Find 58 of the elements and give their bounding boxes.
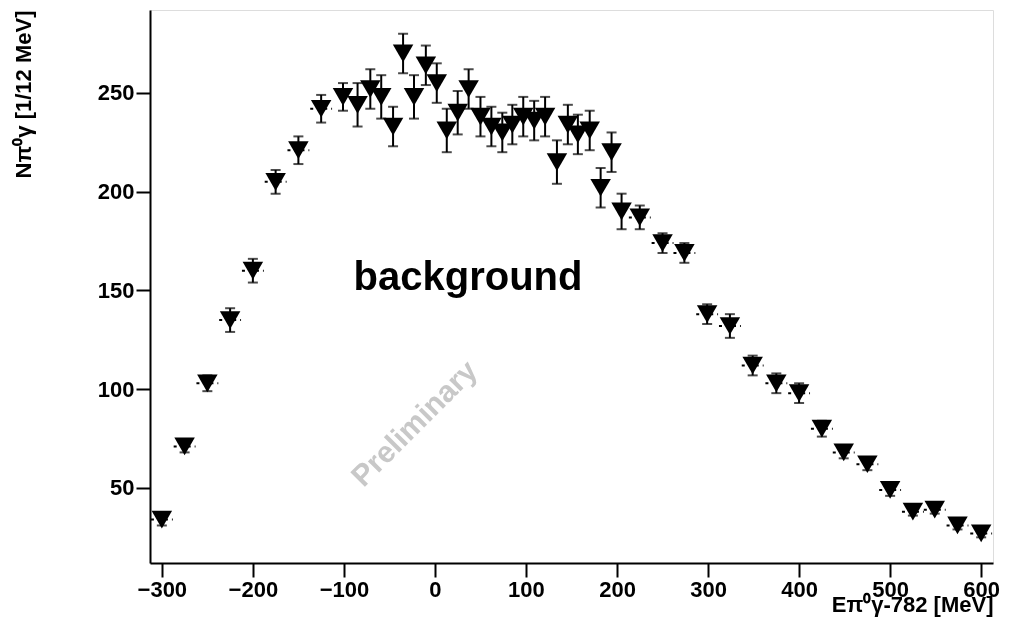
- point: [174, 437, 195, 456]
- point: [719, 317, 741, 335]
- point: [360, 80, 381, 98]
- point: [879, 481, 901, 499]
- x-tick-label: −100: [319, 576, 370, 602]
- point: [833, 443, 854, 462]
- point: [601, 143, 622, 162]
- point: [151, 510, 173, 529]
- y-axis-title: Nπ⁰γ [1/12 MeV]: [10, 10, 36, 179]
- x-tick-label: 300: [690, 576, 727, 602]
- annotation: background: [353, 254, 583, 298]
- point: [788, 384, 810, 403]
- point: [392, 44, 414, 63]
- point: [219, 311, 241, 329]
- point: [288, 141, 309, 160]
- point: [696, 305, 718, 324]
- point: [970, 524, 992, 543]
- point: [197, 374, 218, 393]
- x-tick-label: −300: [137, 576, 188, 602]
- point: [502, 115, 523, 134]
- point: [436, 121, 458, 140]
- point: [332, 88, 354, 106]
- x-tick-label: 0: [429, 576, 442, 602]
- point: [857, 455, 878, 474]
- point: [947, 516, 968, 535]
- point: [534, 107, 556, 126]
- x-tick-label: −200: [228, 576, 279, 602]
- point: [447, 103, 468, 122]
- point: [766, 374, 787, 393]
- point: [611, 202, 632, 221]
- point: [557, 115, 579, 134]
- point: [370, 88, 392, 106]
- y-tick-label: 150: [97, 277, 135, 303]
- point: [265, 172, 286, 191]
- point: [470, 107, 491, 126]
- point: [546, 153, 568, 171]
- x-tick-label: 400: [781, 576, 818, 602]
- point: [742, 356, 763, 375]
- y-tick-label: 100: [97, 376, 135, 402]
- point: [415, 56, 437, 75]
- point: [382, 117, 404, 136]
- point: [652, 234, 673, 252]
- y-tick-label: 50: [110, 475, 135, 501]
- y-tick-label: 200: [97, 179, 135, 205]
- point: [811, 419, 833, 438]
- point: [403, 88, 425, 106]
- point: [590, 178, 611, 197]
- point: [579, 121, 600, 140]
- point: [426, 74, 448, 92]
- y-tick-label: 250: [97, 80, 135, 106]
- point: [310, 99, 332, 118]
- point: [458, 80, 479, 98]
- point: [242, 261, 264, 280]
- point: [347, 95, 368, 114]
- x-tick-label: 200: [599, 576, 636, 602]
- x-tick-label: 100: [508, 576, 545, 602]
- point: [674, 244, 695, 262]
- point: [629, 208, 651, 227]
